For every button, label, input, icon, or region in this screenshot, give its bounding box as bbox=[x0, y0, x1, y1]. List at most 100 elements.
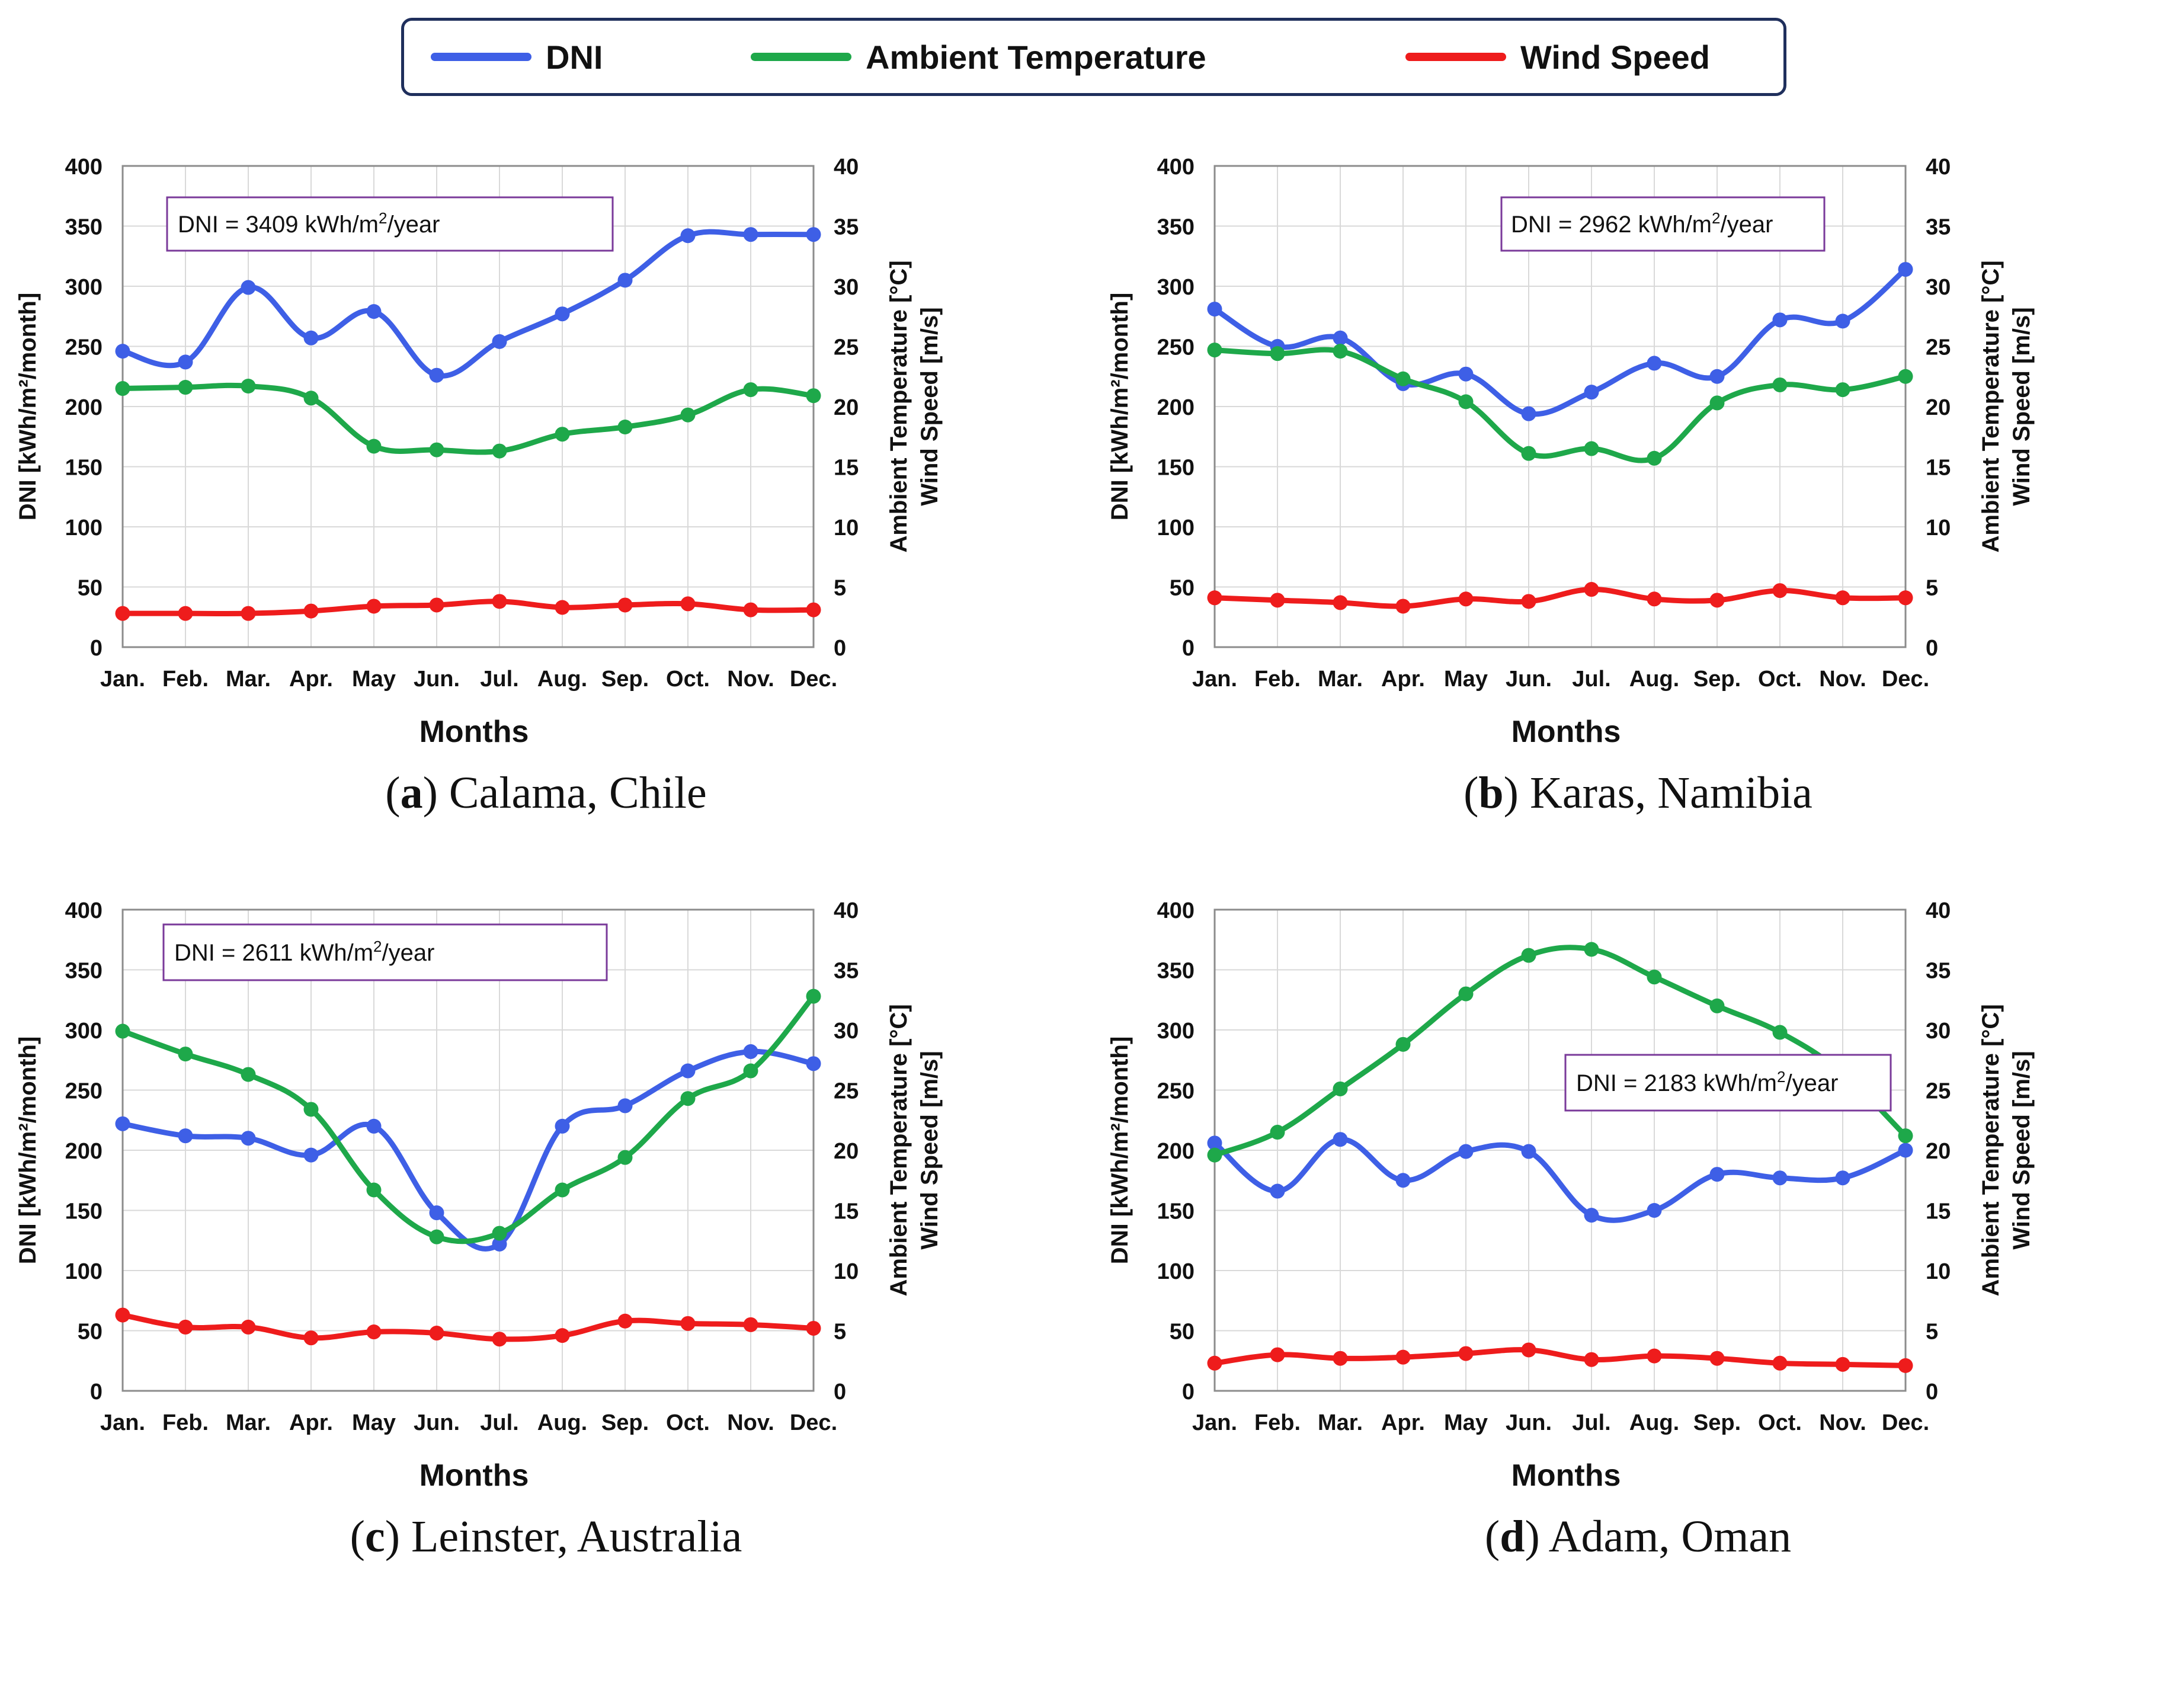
data-point-dni bbox=[555, 306, 570, 322]
x-axis-tick-label: Jan. bbox=[100, 667, 145, 692]
series-line-wind-speed bbox=[1212, 587, 1908, 609]
data-point-wind-speed bbox=[1458, 1346, 1474, 1361]
data-point-dni bbox=[1647, 1203, 1662, 1218]
y2-axis-label-temperature: Ambient Temperature [°C] bbox=[1978, 260, 2004, 552]
x-axis-tick-label: Jan. bbox=[100, 1410, 145, 1435]
y-axis-tick-label: 100 bbox=[1157, 516, 1195, 540]
data-point-dni bbox=[1333, 1132, 1348, 1147]
panel-caption-c: (c) Leinster, Australia bbox=[350, 1512, 742, 1562]
y2-axis-tick-label: 20 bbox=[1926, 1139, 1951, 1164]
x-axis-tick-label: Apr. bbox=[289, 667, 333, 692]
data-point-dni bbox=[1709, 1167, 1725, 1182]
data-point-ambient-temperature bbox=[1207, 1147, 1222, 1163]
data-point-dni bbox=[115, 344, 130, 359]
y2-axis-tick-label: 35 bbox=[834, 215, 859, 240]
y2-axis-tick-label: 20 bbox=[834, 1139, 859, 1164]
data-point-dni bbox=[1772, 1170, 1788, 1186]
y2-axis-tick-label: 0 bbox=[1926, 1380, 1938, 1404]
y-axis-tick-label: 350 bbox=[65, 959, 103, 984]
data-point-dni bbox=[806, 1056, 821, 1071]
legend-item-wind-speed: Wind Speed bbox=[1405, 21, 1710, 93]
data-point-wind-speed bbox=[1898, 1358, 1913, 1373]
data-point-wind-speed bbox=[680, 1316, 696, 1331]
x-axis-tick-label: Feb. bbox=[162, 1410, 209, 1435]
y-axis-tick-label: 350 bbox=[65, 215, 103, 240]
annotation-box bbox=[1500, 196, 1826, 252]
data-point-dni bbox=[617, 273, 633, 288]
x-axis-tick-label: Aug. bbox=[1629, 1410, 1679, 1435]
annotation-box bbox=[166, 196, 614, 252]
y2-axis-tick-label: 5 bbox=[1926, 576, 1938, 601]
panel-caption-a: (a) Calama, Chile bbox=[385, 768, 707, 818]
data-point-ambient-temperature bbox=[1584, 441, 1599, 456]
y2-axis-tick-label: 10 bbox=[1926, 516, 1951, 540]
data-point-wind-speed bbox=[1270, 593, 1285, 608]
y-axis-tick-label: 100 bbox=[65, 516, 103, 540]
x-axis-tick-label: Feb. bbox=[162, 667, 209, 692]
data-point-dni bbox=[429, 1205, 444, 1221]
data-point-dni bbox=[1207, 302, 1222, 317]
data-point-ambient-temperature bbox=[1898, 1128, 1913, 1144]
data-point-ambient-temperature bbox=[1772, 1025, 1788, 1040]
annotation-box bbox=[162, 923, 608, 981]
data-point-dni bbox=[743, 1044, 758, 1060]
y-axis-tick-label: 400 bbox=[65, 155, 103, 180]
annotation-dni-total: DNI = 2183 kWh/m2/year bbox=[1576, 1068, 1838, 1096]
y2-axis-tick-label: 30 bbox=[1926, 275, 1951, 300]
data-point-dni bbox=[1458, 366, 1474, 382]
series-line-wind-speed bbox=[120, 1312, 816, 1342]
x-axis-tick-label: Dec. bbox=[790, 1410, 837, 1435]
chart-panel-d: 0 50 100 150 200 250 300 350 400 0 5 10 15 20 25 30 35 40… bbox=[1092, 895, 2184, 1683]
x-axis-tick-label: Jul. bbox=[1572, 1410, 1610, 1435]
data-point-ambient-temperature bbox=[366, 439, 382, 454]
chart-canvas-b: 0 50 100 150 200 250 300 350 400 0 5 10 15 20 25 30 35 40… bbox=[1107, 155, 2035, 749]
y2-axis-label-temperature: Ambient Temperature [°C] bbox=[886, 1004, 912, 1296]
series-line-wind-speed bbox=[1212, 1347, 1908, 1368]
x-axis-label: Months bbox=[1511, 1458, 1621, 1493]
chart-canvas-c: 0 50 100 150 200 250 300 350 400 0 5 10 15 20 25 30 35 40… bbox=[15, 898, 943, 1493]
y-axis-tick-label: 50 bbox=[1170, 576, 1195, 601]
legend-item-ambient-temperature: Ambient Temperature bbox=[751, 21, 1206, 93]
y-axis-tick-label: 0 bbox=[1182, 636, 1195, 661]
chart-canvas-a: 0 50 100 150 200 250 300 350 400 0 5 10 15 20 25 30 35 40… bbox=[15, 155, 943, 749]
data-point-wind-speed bbox=[1521, 1342, 1536, 1358]
data-point-ambient-temperature bbox=[1709, 998, 1725, 1013]
data-point-dni bbox=[1207, 1135, 1222, 1151]
x-axis-label: Months bbox=[419, 715, 529, 749]
x-axis-tick-label: May bbox=[352, 1410, 396, 1435]
data-point-ambient-temperature bbox=[115, 381, 130, 396]
data-point-dni bbox=[743, 227, 758, 242]
y-axis-tick-label: 0 bbox=[90, 1380, 103, 1404]
data-point-ambient-temperature bbox=[1270, 346, 1285, 361]
y-axis-tick-label: 250 bbox=[65, 335, 103, 360]
data-point-wind-speed bbox=[555, 1328, 570, 1343]
chart-panel-c: 0 50 100 150 200 250 300 350 400 0 5 10 15 20 25 30 35 40… bbox=[0, 895, 1092, 1683]
data-point-ambient-temperature bbox=[492, 1226, 507, 1241]
data-point-dni bbox=[303, 1147, 319, 1163]
x-axis-tick-label: Jul. bbox=[480, 1410, 518, 1435]
data-point-dni bbox=[1898, 1143, 1913, 1158]
data-point-wind-speed bbox=[1647, 591, 1662, 607]
data-point-ambient-temperature bbox=[1270, 1125, 1285, 1140]
data-point-wind-speed bbox=[617, 597, 633, 613]
data-point-ambient-temperature bbox=[1333, 344, 1348, 359]
data-point-wind-speed bbox=[366, 1324, 382, 1340]
data-point-dni bbox=[492, 1236, 507, 1252]
data-point-wind-speed bbox=[1207, 1355, 1222, 1371]
x-axis-tick-label: Sep. bbox=[1693, 1410, 1741, 1435]
x-axis-tick-label: Sep. bbox=[601, 667, 649, 692]
y-axis-tick-label: 400 bbox=[65, 898, 103, 923]
y2-axis-tick-label: 40 bbox=[834, 898, 859, 923]
data-point-wind-speed bbox=[680, 596, 696, 612]
panel-caption-b: (b) Karas, Namibia bbox=[1464, 768, 1812, 818]
data-point-wind-speed bbox=[303, 603, 319, 619]
data-point-dni bbox=[241, 280, 256, 295]
y-axis-tick-label: 150 bbox=[65, 456, 103, 481]
y2-axis-label-temperature: Ambient Temperature [°C] bbox=[886, 260, 912, 552]
data-point-wind-speed bbox=[1207, 590, 1222, 606]
data-point-ambient-temperature bbox=[806, 988, 821, 1004]
y2-axis-tick-label: 30 bbox=[1926, 1019, 1951, 1044]
x-axis-tick-label: Apr. bbox=[1381, 667, 1425, 692]
y-axis-tick-label: 250 bbox=[1157, 335, 1195, 360]
data-point-dni bbox=[1458, 1144, 1474, 1159]
